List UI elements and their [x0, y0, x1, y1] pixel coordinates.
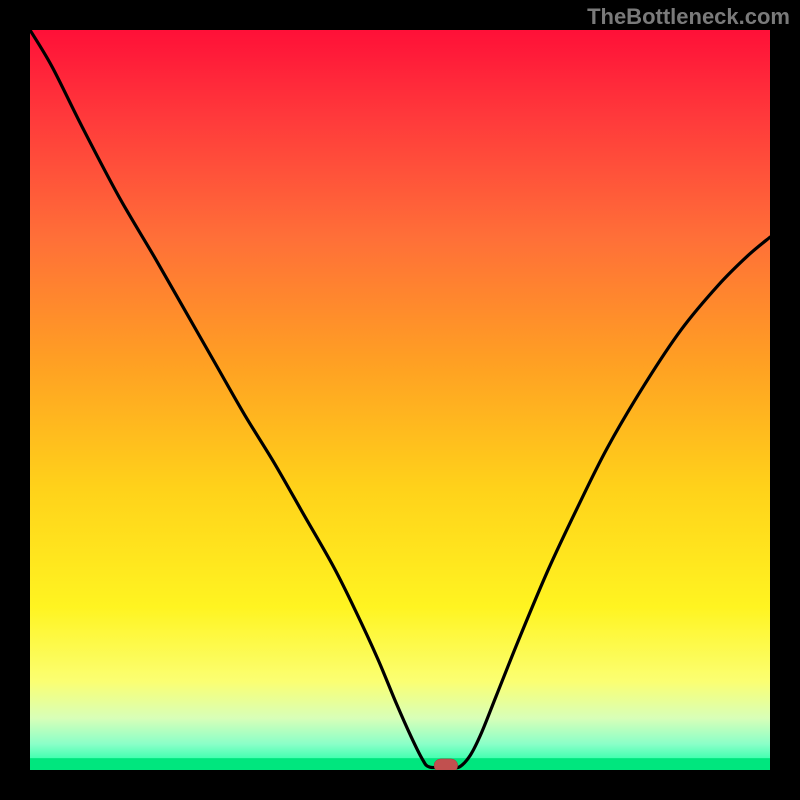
chart-container: TheBottleneck.com [0, 0, 800, 800]
bottom-band [30, 758, 770, 770]
optimal-marker [434, 759, 458, 770]
plot-area [30, 30, 770, 770]
gradient-background [30, 30, 770, 770]
watermark-text: TheBottleneck.com [587, 4, 790, 30]
plot-svg [30, 30, 770, 770]
